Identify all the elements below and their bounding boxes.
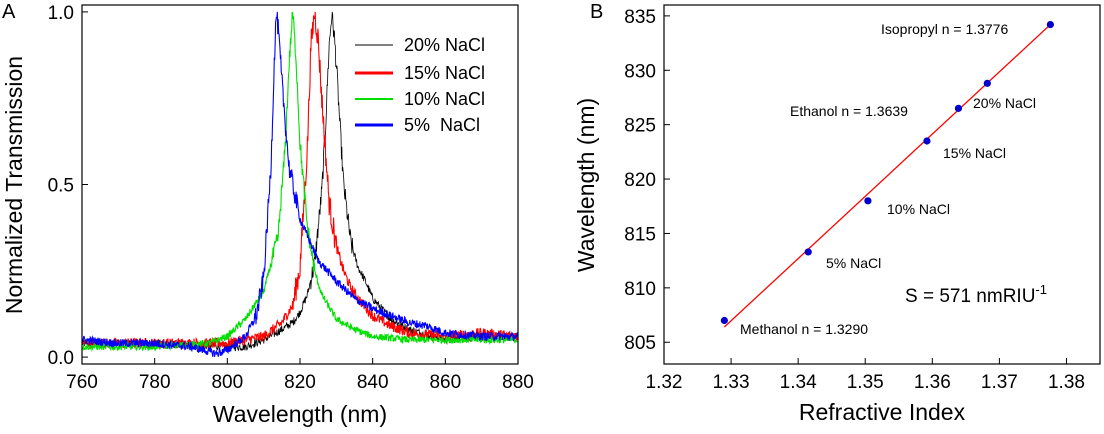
data-point bbox=[954, 104, 963, 112]
panel-a-x-tick-label: 860 bbox=[429, 372, 461, 393]
panel-a-y-tick-label: 0.0 bbox=[48, 348, 74, 369]
data-point bbox=[720, 316, 728, 325]
panel-a-x-axis-title: Wavelength (nm) bbox=[213, 401, 387, 427]
annotation-20-nacl: 20% NaCl bbox=[973, 95, 1036, 111]
data-point bbox=[804, 248, 812, 256]
panel-b-y-tick-label: 810 bbox=[624, 279, 656, 300]
annotation-5-nacl: 5% NaCl bbox=[826, 255, 881, 271]
data-point bbox=[864, 197, 872, 205]
linear-fit-line bbox=[723, 24, 1051, 328]
panel-b-frame bbox=[663, 4, 1101, 365]
panel-b: B 1.32 1.33 1.34 1.35 1.36 1.37 1.38 805 810 815 8… bbox=[573, 1, 1101, 425]
panel-b-x-tick-label: 1.35 bbox=[847, 372, 884, 393]
panel-a-x-tick-label: 780 bbox=[139, 372, 171, 393]
panel-a-x-tick-label: 880 bbox=[502, 372, 534, 393]
panel-a-x-tick-label: 800 bbox=[211, 372, 243, 393]
panel-b-x-tick-label: 1.37 bbox=[981, 372, 1018, 393]
panel-a-x-tick-label: 820 bbox=[284, 372, 316, 393]
annotation-isopropyl: Isopropyl n = 1.3776 bbox=[881, 21, 1008, 37]
panel-b-y-tick-label: 830 bbox=[624, 61, 656, 82]
annotation-ethanol: Ethanol n = 1.3639 bbox=[790, 103, 908, 119]
legend-label-15-nacl: 15% NaCl bbox=[404, 63, 485, 83]
panel-a-x-tick-label: 760 bbox=[66, 372, 98, 393]
series-trace-10-nacl bbox=[81, 11, 518, 352]
panel-b-x-tick-label: 1.34 bbox=[780, 372, 817, 393]
panel-a-x-tick-label: 840 bbox=[357, 372, 389, 393]
panel-b-y-tick-label: 835 bbox=[624, 7, 656, 28]
panel-b-x-tick-label: 1.33 bbox=[713, 372, 750, 393]
panel-b-x-tick-label: 1.38 bbox=[1048, 372, 1085, 393]
panel-a: A 760 780 800 820 840 860 880 0.0 0.5 1.0 Wavelen… bbox=[1, 1, 534, 427]
sensitivity-main: S = 571 nmRIU bbox=[905, 286, 1035, 307]
panel-b-letter: B bbox=[590, 1, 603, 23]
panel-b-plot bbox=[720, 20, 1054, 328]
series-trace-5-nacl bbox=[81, 11, 519, 357]
panel-b-x-tick-label: 1.36 bbox=[914, 372, 951, 393]
annotation-15-nacl: 15% NaCl bbox=[943, 145, 1006, 161]
panel-a-y-tick-label: 0.5 bbox=[48, 176, 74, 197]
panel-a-letter: A bbox=[2, 1, 16, 23]
panel-b-x-tick-label: 1.32 bbox=[646, 372, 683, 393]
panel-b-y-tick-label: 815 bbox=[624, 224, 656, 245]
annotation-methanol: Methanol n = 1.3290 bbox=[740, 321, 868, 337]
legend-label-10-nacl: 10% NaCl bbox=[404, 89, 485, 109]
panel-b-ticks: 1.32 1.33 1.34 1.35 1.36 1.37 1.38 805 810 815 820… bbox=[624, 7, 1085, 393]
data-point bbox=[1046, 20, 1054, 29]
data-point bbox=[923, 137, 931, 145]
sensitivity-superscript: -1 bbox=[1035, 282, 1047, 297]
panel-b-y-axis-title: Wavelength (nm) bbox=[573, 98, 599, 272]
panel-b-x-axis-title: Refractive Index bbox=[799, 399, 966, 425]
panel-b-y-tick-label: 805 bbox=[624, 333, 656, 354]
panel-a-y-axis-title: Normalized Transmission bbox=[1, 56, 27, 314]
panel-a-y-tick-label: 1.0 bbox=[48, 3, 74, 24]
panel-b-y-tick-label: 820 bbox=[624, 170, 656, 191]
data-point bbox=[983, 79, 991, 87]
panel-a-frame bbox=[81, 4, 519, 365]
sensitivity-label: S = 571 nmRIU-1 bbox=[905, 282, 1047, 307]
panel-a-legend: 20% NaCl 15% NaCl 10% NaCl 5% NaCl bbox=[355, 35, 485, 135]
panel-b-y-tick-label: 825 bbox=[624, 116, 656, 137]
panel-a-ticks: 760 780 800 820 840 860 880 0.0 0.5 1.0 bbox=[48, 3, 534, 393]
legend-label-5-nacl: 5% NaCl bbox=[404, 115, 480, 135]
annotation-10-nacl: 10% NaCl bbox=[887, 201, 950, 217]
legend-label-20-nacl: 20% NaCl bbox=[404, 35, 485, 55]
panel-a-traces bbox=[81, 11, 519, 357]
